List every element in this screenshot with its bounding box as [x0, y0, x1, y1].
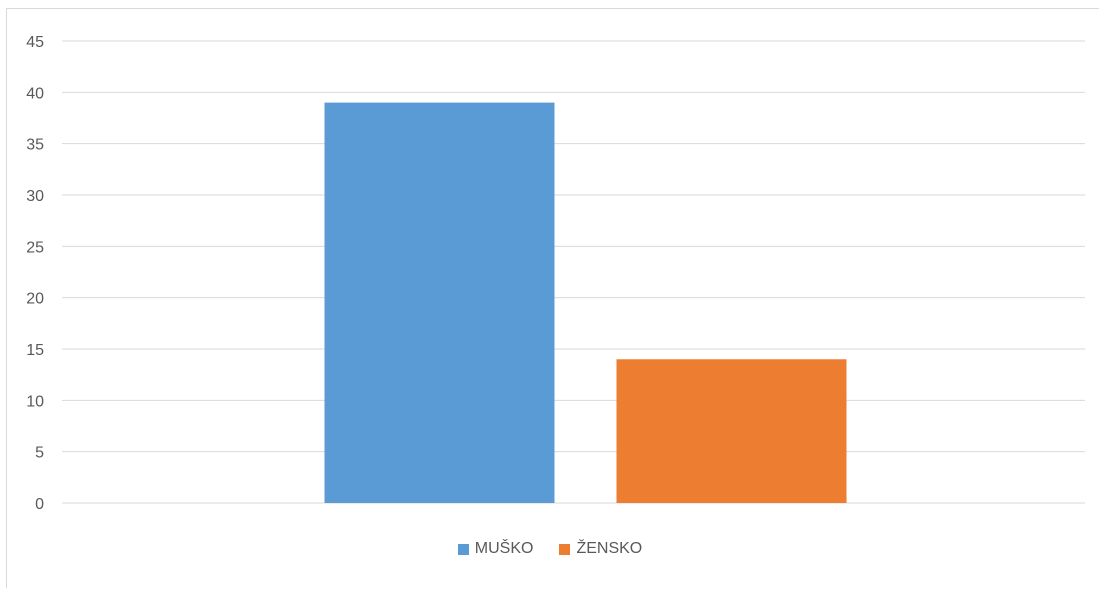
bar-musko: [324, 102, 555, 503]
legend-swatch-musko: [457, 543, 469, 555]
y-tick-label: 35: [26, 137, 44, 154]
y-tick-label: 5: [35, 445, 44, 462]
bar-zensko: [616, 359, 847, 503]
legend-label-zensko: ŽENSKO: [576, 540, 643, 557]
legend-swatch-zensko: [559, 543, 571, 555]
y-tick-label: 20: [26, 291, 44, 308]
y-tick-label: 0: [35, 496, 44, 513]
y-axis-ticks: 0 5 10 15 20 25 30 35 40 45: [26, 34, 44, 513]
legend-label-musko: MUŠKO: [474, 540, 534, 557]
y-tick-label: 25: [26, 239, 44, 256]
legend: MUŠKO ŽENSKO: [0, 540, 1100, 558]
gridlines: [62, 40, 1085, 504]
y-tick-label: 45: [26, 34, 44, 51]
y-tick-label: 30: [26, 188, 44, 205]
y-tick-label: 10: [26, 393, 44, 410]
y-tick-label: 15: [26, 342, 44, 359]
legend-item-musko: MUŠKO: [457, 540, 534, 558]
legend-item-zensko: ŽENSKO: [559, 540, 642, 558]
bars: [324, 102, 847, 503]
y-tick-label: 40: [26, 85, 44, 102]
chart-frame: [6, 8, 1099, 588]
